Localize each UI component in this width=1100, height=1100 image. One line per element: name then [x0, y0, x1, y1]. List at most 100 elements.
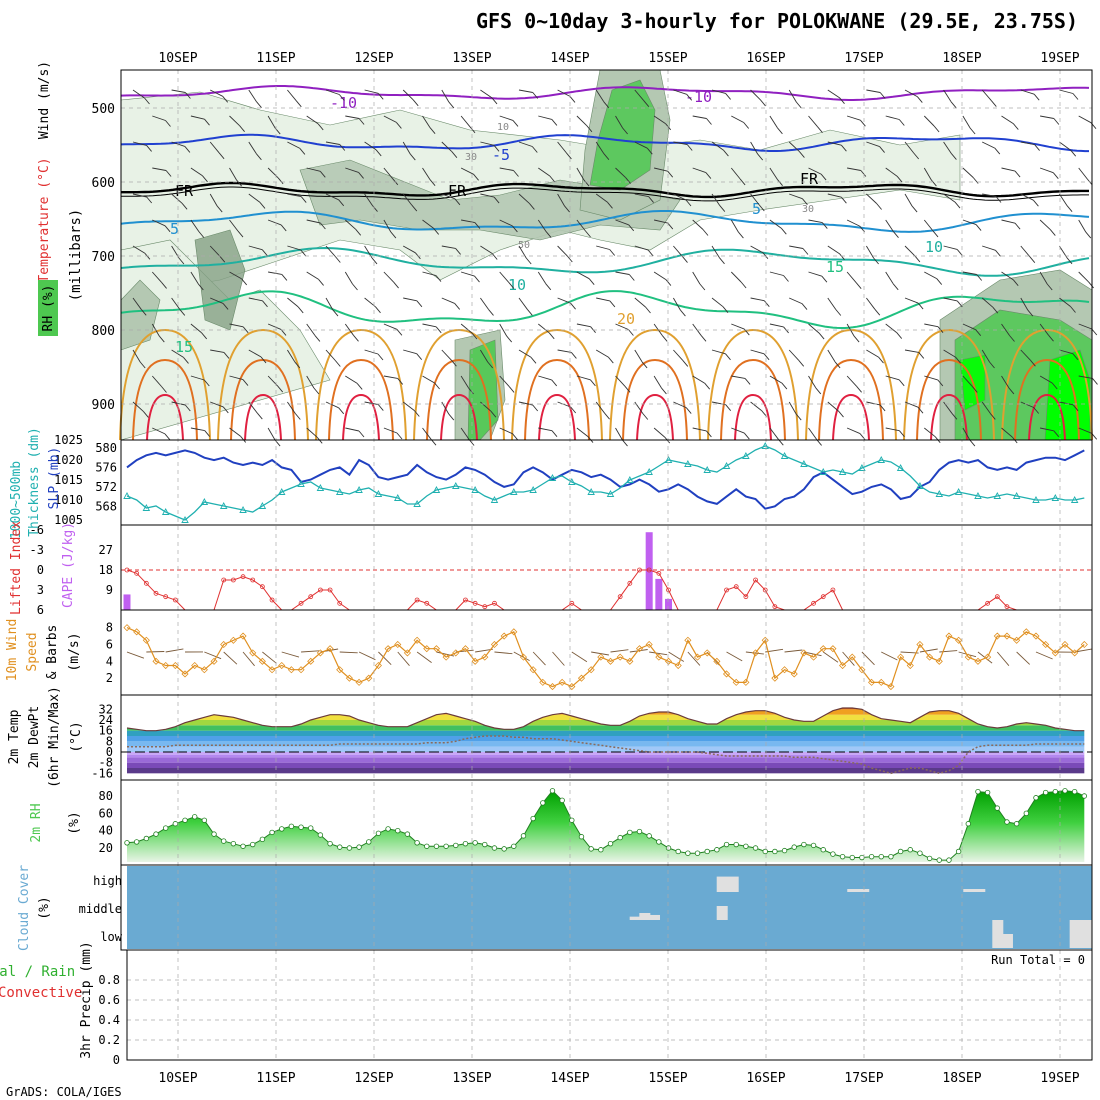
slp-marker [858, 464, 866, 471]
wind-barb-flag [262, 300, 268, 308]
wind-speed-point [355, 678, 363, 686]
wind-speed-point [645, 640, 653, 649]
wind-speed-point [780, 666, 789, 674]
wind-barb [441, 297, 455, 304]
slp-marker [761, 442, 769, 449]
wind-barb-flag [607, 202, 613, 209]
wind-barb [306, 323, 316, 336]
wind-barb-flag [281, 274, 288, 281]
rh-point [191, 814, 198, 820]
wind-barb [866, 89, 881, 93]
labels: GFS 0~10day 3-hourly for POLOKWANE (29.5… [0, 9, 1085, 1099]
wind-barb [827, 401, 839, 412]
wind-speed-point [239, 632, 247, 640]
wind-barb [673, 89, 687, 95]
lifted-index-point [830, 587, 836, 593]
wind-barb [692, 219, 704, 230]
wind-barb-flag [512, 225, 518, 233]
wind-barb [943, 401, 953, 414]
contour-label: -5 [492, 146, 510, 164]
wind-barb-flag [184, 146, 191, 153]
wind-barb [730, 167, 741, 180]
wind-speed-point [181, 670, 189, 678]
rh-point [723, 841, 730, 848]
wind-barb-flag [222, 303, 229, 310]
wind-barb [210, 349, 225, 353]
wind-barb [480, 245, 493, 254]
wind-barb-flag [607, 356, 614, 364]
temp-contour-25 [916, 358, 982, 441]
surface-wind-barb [281, 651, 300, 658]
wind-barb [422, 323, 437, 328]
wind-barb-flag [604, 412, 610, 420]
wind-barb-flag [853, 335, 860, 343]
wind-barb-flag [566, 255, 573, 263]
cloud-level-label: low [100, 930, 122, 944]
rh-point [511, 843, 517, 849]
wind-barb [866, 297, 876, 310]
wind-barb-flag [1072, 93, 1079, 100]
wind-barb [885, 219, 894, 232]
wind-barb [711, 89, 726, 94]
wind-barb [962, 375, 973, 387]
wind-speed-point [722, 670, 731, 678]
wind-speed-point [210, 657, 218, 665]
wind-speed-point [693, 653, 702, 661]
wind-barb-flag [1033, 199, 1039, 207]
pressure-tick: 700 [92, 250, 115, 265]
rh-point [1023, 810, 1030, 817]
wind-barb-flag [223, 352, 230, 359]
lifted-index-line [126, 569, 1085, 611]
wind-barb [229, 375, 244, 381]
wind-barb [885, 271, 894, 285]
date-label-top: 10SEP [158, 51, 197, 66]
temp-band [127, 762, 1085, 768]
wind-barb-flag [178, 257, 185, 265]
temp-band [127, 736, 1085, 742]
contour-label: -10 [330, 94, 357, 112]
wind-speed-point [529, 666, 537, 674]
wind-barb-flag [222, 96, 229, 103]
wind-barb [653, 167, 668, 172]
ylabel-wind-speed: Speed [25, 632, 40, 671]
wind-barb-flag [317, 123, 324, 131]
wind-barb [537, 271, 547, 285]
lifted-index-point [617, 594, 623, 600]
slp-marker [780, 452, 789, 459]
wind-barb-flag [995, 196, 1002, 203]
cloud-block [716, 876, 739, 892]
temp-band [127, 754, 1085, 758]
li-tick: -6 [30, 523, 44, 537]
wind-barb-flag [146, 196, 153, 204]
wind-barb [480, 193, 495, 198]
rh-point [878, 853, 884, 860]
wind-speed-point [848, 653, 856, 661]
credit-label: GrADS: COLA/IGES [6, 1085, 122, 1099]
date-label-bottom: 18SEP [942, 1071, 981, 1086]
slp-line [126, 445, 1085, 521]
rh-point [491, 845, 498, 851]
surface-wind-barb [146, 651, 165, 653]
ylabel-precip-convective: Convective [0, 985, 82, 1001]
wind-barb [866, 193, 877, 204]
temp-contour-25 [426, 358, 492, 441]
precip-tick: 0.6 [98, 993, 120, 1007]
wind-barb [924, 375, 938, 381]
pressure-tick: 800 [92, 324, 115, 339]
wind-barb [383, 323, 398, 330]
wind-barb [499, 167, 514, 171]
wind-barb [962, 219, 977, 226]
wind-barb-flag [781, 382, 788, 390]
wind-barb [190, 167, 203, 177]
wind-barb [151, 375, 162, 387]
wind-barb-flag [318, 279, 324, 286]
rh-point [375, 830, 382, 836]
wind-speed-point [123, 624, 131, 632]
lifted-index-point [569, 600, 575, 606]
temp-contour-20 [1001, 328, 1093, 441]
wind-barb-flag [1053, 430, 1060, 438]
wind-speed-point [374, 661, 382, 670]
wind-barb [1059, 349, 1074, 355]
slp-marker [877, 456, 886, 463]
wind-barb [325, 297, 334, 311]
